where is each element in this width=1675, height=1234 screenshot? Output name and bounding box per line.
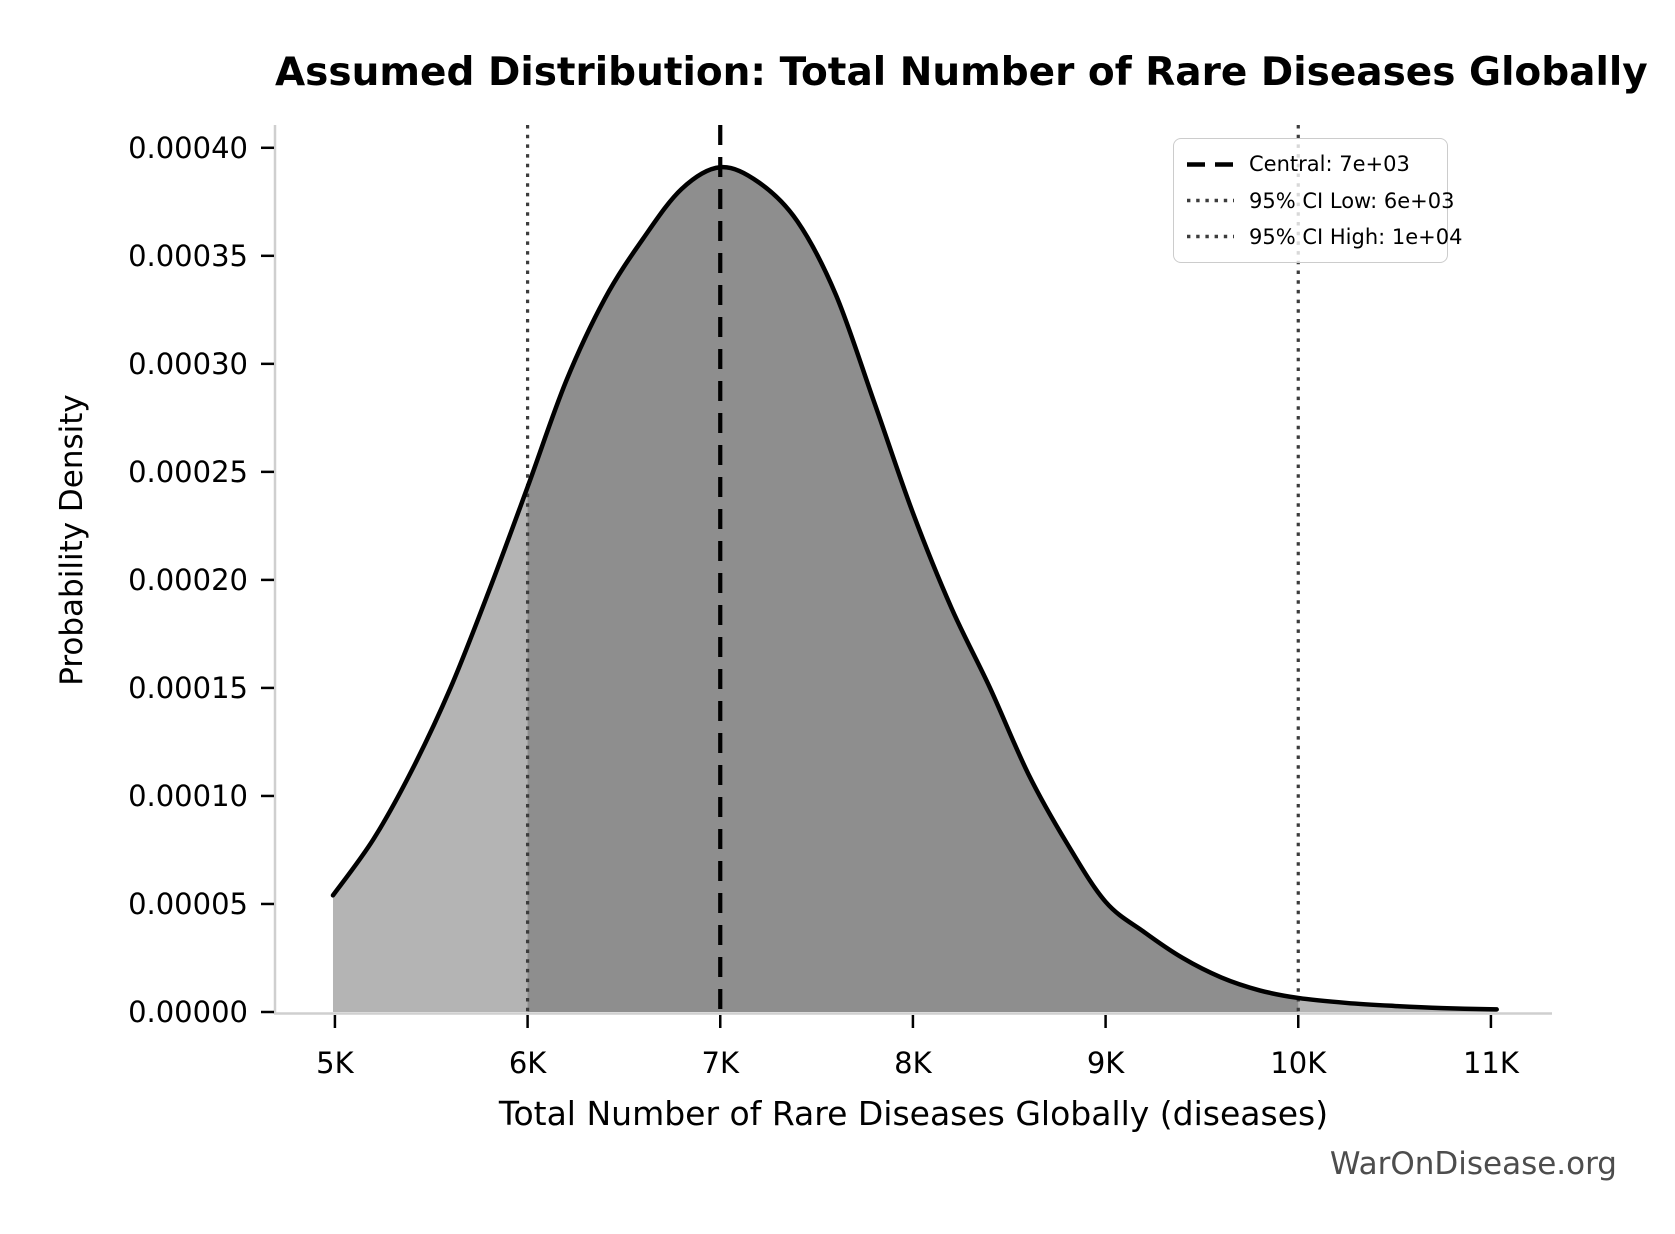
- y-tick-label: 0.00000: [128, 995, 248, 1029]
- dotted-line-sample: [1187, 235, 1234, 239]
- y-tick-label: 0.00035: [128, 239, 248, 273]
- y-tick-label: 0.00020: [128, 563, 248, 597]
- x-tick-label: 7K: [702, 1046, 740, 1080]
- y-tick-label: 0.00025: [128, 455, 248, 489]
- density-curve: [330, 164, 1499, 1012]
- dotted-line-sample: [1187, 198, 1234, 203]
- chart-title: Assumed Distribution: Total Number of Ra…: [275, 50, 1648, 95]
- legend-label-ci-high: 95% CI High: 1e+04: [1249, 224, 1463, 249]
- x-tick-label: 5K: [316, 1046, 354, 1080]
- x-axis-label: Total Number of Rare Diseases Globally (…: [498, 1094, 1329, 1133]
- legend-box: Central: 7e+03 95% CI Low: 6e+03 95% CI …: [1173, 138, 1463, 263]
- legend-entry-central: Central: 7e+03: [1186, 152, 1437, 177]
- x-tick-label: 6K: [509, 1046, 547, 1080]
- x-tick-label: 10K: [1270, 1046, 1327, 1080]
- y-tick-label: 0.00005: [128, 887, 248, 921]
- watermark: WarOnDisease.org: [1329, 1146, 1617, 1182]
- legend-label-central: Central: 7e+03: [1249, 152, 1410, 177]
- x-tick-label: 11K: [1463, 1046, 1520, 1080]
- legend-entry-ci-low: 95% CI Low: 6e+03: [1186, 189, 1454, 213]
- y-tick-label: 0.00030: [128, 347, 248, 381]
- y-tick-label: 0.00015: [128, 671, 248, 705]
- y-tick-label: 0.00010: [128, 779, 248, 813]
- legend-entry-ci-high: 95% CI High: 1e+04: [1186, 225, 1463, 249]
- legend-label-ci-low: 95% CI Low: 6e+03: [1249, 188, 1455, 213]
- y-tick-label: 0.00040: [128, 131, 248, 165]
- x-tick-label: 9K: [1087, 1046, 1125, 1080]
- dashed-line-sample: [1187, 162, 1233, 167]
- x-tick-label: 8K: [894, 1046, 932, 1080]
- y-axis-label: Probability Density: [54, 394, 90, 686]
